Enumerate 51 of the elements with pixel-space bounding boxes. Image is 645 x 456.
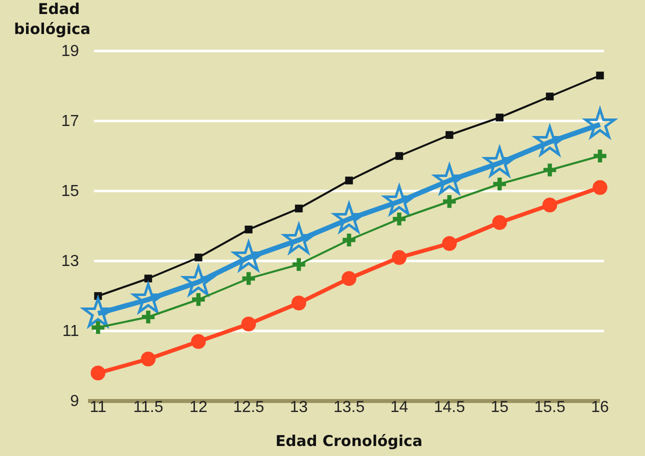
point xyxy=(345,176,353,184)
y-tick-label: 17 xyxy=(61,113,80,130)
point xyxy=(142,310,155,324)
point xyxy=(546,92,554,100)
point xyxy=(395,152,404,160)
point xyxy=(442,236,457,251)
x-axis-title: Edad Cronológica xyxy=(275,432,423,450)
y-tick-label: 13 xyxy=(61,253,80,270)
point xyxy=(542,198,558,212)
point xyxy=(392,212,406,226)
point xyxy=(90,366,106,380)
x-tick-label: 14.5 xyxy=(434,399,466,416)
x-tick-label: 12 xyxy=(190,399,208,416)
y-axis-title: Edad biológica xyxy=(14,0,91,38)
point xyxy=(241,316,256,332)
point xyxy=(244,226,252,234)
point xyxy=(242,272,255,285)
point xyxy=(342,234,356,246)
x-tick-label: 11 xyxy=(90,399,106,416)
point xyxy=(144,274,152,282)
x-tick-label: 12.5 xyxy=(233,399,264,416)
point xyxy=(294,204,303,212)
point xyxy=(543,164,556,176)
point xyxy=(192,293,205,306)
point xyxy=(392,250,407,265)
point xyxy=(191,334,206,349)
point xyxy=(140,352,156,366)
point xyxy=(594,150,606,162)
point xyxy=(342,271,356,286)
x-tick-label: 14 xyxy=(390,399,408,416)
point xyxy=(443,195,456,208)
point xyxy=(596,72,604,80)
point xyxy=(496,114,504,122)
y-tick-label: 15 xyxy=(61,183,80,200)
point xyxy=(291,296,306,310)
point xyxy=(492,215,507,230)
x-tick-label: 13.5 xyxy=(333,399,365,416)
x-tick-label: 16 xyxy=(591,399,609,416)
point xyxy=(292,258,306,271)
point xyxy=(92,321,104,334)
point xyxy=(194,254,202,262)
y-tick-label: 11 xyxy=(62,323,80,340)
y-tick-label: 9 xyxy=(70,393,80,410)
point xyxy=(493,178,506,190)
x-tick-label: 13 xyxy=(290,399,308,416)
x-tick-label: 15.5 xyxy=(534,399,566,416)
x-tick-label: 11.5 xyxy=(133,399,164,416)
point xyxy=(592,180,608,195)
x-tick-label: 15 xyxy=(490,399,509,416)
y-tick-label: 19 xyxy=(61,43,80,60)
point xyxy=(446,131,454,139)
